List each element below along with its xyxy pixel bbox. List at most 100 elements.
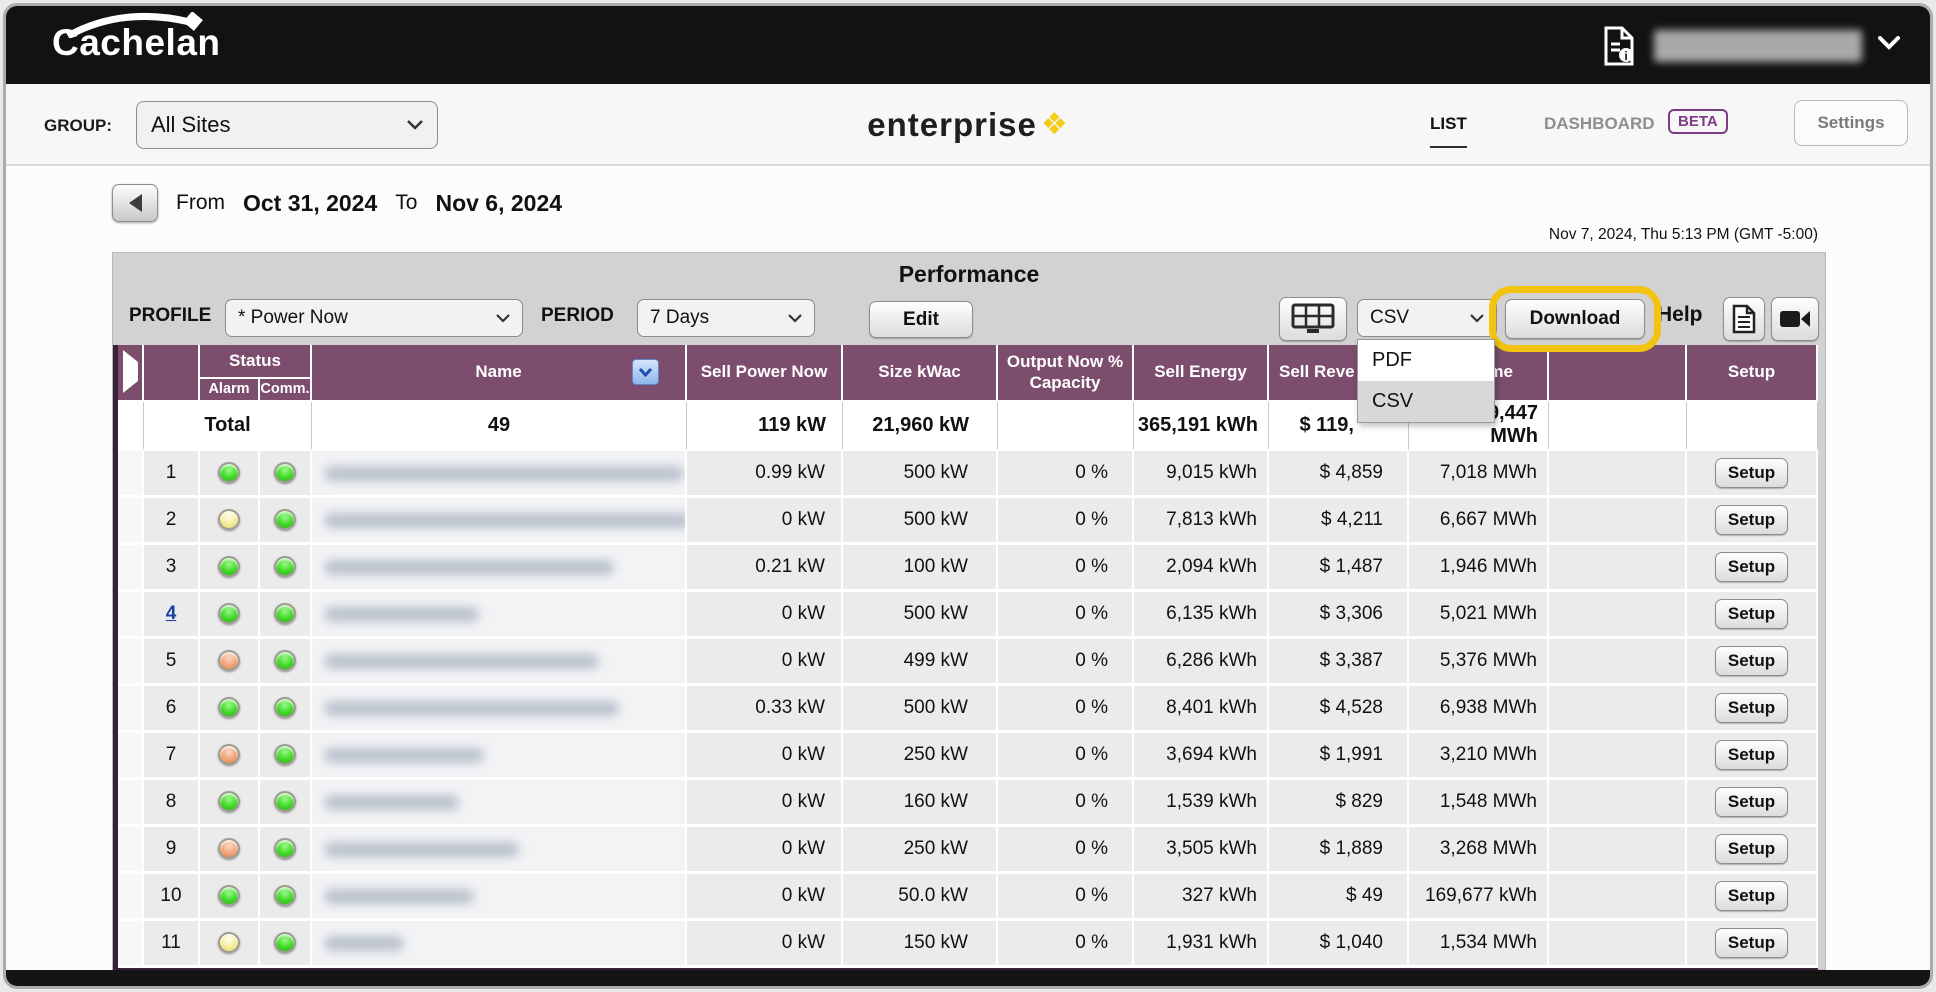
alarm-status-led [200, 545, 260, 592]
export-option-csv[interactable]: CSV [1358, 381, 1494, 422]
setup-button[interactable]: Setup [1714, 928, 1789, 958]
setup-button[interactable]: Setup [1714, 646, 1789, 676]
lifetime: 169,677 kWh [1409, 874, 1549, 921]
sell-energy: 1,931 kWh [1134, 921, 1269, 968]
alarm-status-led [200, 733, 260, 780]
expand-column-header[interactable] [118, 345, 144, 402]
sell-power-now: 0 kW [687, 639, 843, 686]
comm-led-green [274, 932, 296, 954]
total-sell-power: 119 kW [687, 402, 843, 451]
setup-cell: Setup [1687, 498, 1818, 545]
output-now-capacity: 0 % [998, 498, 1134, 545]
site-link[interactable]: 4 [165, 603, 177, 624]
lifetime: 5,376 MWh [1409, 639, 1549, 686]
lifetime: 1,548 MWh [1409, 780, 1549, 827]
total-energy: 365,191 kWh [1134, 402, 1269, 451]
row-number: 8 [144, 780, 200, 827]
setup-button[interactable]: Setup [1714, 599, 1789, 629]
alarm-led-green [218, 556, 240, 578]
sell-energy: 2,094 kWh [1134, 545, 1269, 592]
lifetime: 1,946 MWh [1409, 545, 1549, 592]
redacted-name-blur [324, 888, 474, 904]
tab-dashboard[interactable]: DASHBOARD [1544, 114, 1655, 133]
page-content: From Oct 31, 2024 To Nov 6, 2024 Nov 7, … [6, 166, 1930, 986]
lifetime: 5,021 MWh [1409, 592, 1549, 639]
total-label: Total [144, 402, 312, 451]
period-select[interactable]: 7 Days [637, 299, 815, 337]
help-document-icon-button[interactable] [1723, 297, 1765, 341]
performance-panel: Performance PROFILE * Power Now PERIOD 7… [112, 252, 1826, 971]
comm-led-green [274, 509, 296, 531]
sell-energy: 8,401 kWh [1134, 686, 1269, 733]
sell-revenue: $ 49 [1269, 874, 1409, 921]
profile-select[interactable]: * Power Now [225, 299, 523, 337]
previous-period-button[interactable] [112, 184, 158, 222]
setup-button[interactable]: Setup [1714, 505, 1789, 535]
redacted-name-blur [324, 606, 479, 622]
blank-cell [1549, 545, 1687, 592]
profile-label: PROFILE [129, 305, 212, 326]
output-column-header: Output Now % Capacity [998, 345, 1134, 402]
sell-power-now: 0 kW [687, 592, 843, 639]
export-option-pdf[interactable]: PDF [1372, 349, 1412, 371]
setup-cell: Setup [1687, 827, 1818, 874]
panel-title: Performance [898, 261, 1040, 287]
alarm-led-green [218, 791, 240, 813]
setup-button[interactable]: Setup [1714, 740, 1789, 770]
size-kwac: 150 kW [843, 921, 998, 968]
sell-energy: 1,539 kWh [1134, 780, 1269, 827]
site-name-redacted [312, 592, 687, 639]
export-format-select[interactable]: CSV [1357, 299, 1497, 337]
lifetime: 3,210 MWh [1409, 733, 1549, 780]
chevron-down-icon [788, 313, 802, 323]
comm-led-green [274, 885, 296, 907]
settings-button[interactable]: Settings [1794, 100, 1908, 146]
blank-cell [1549, 686, 1687, 733]
sell-revenue: $ 1,991 [1269, 733, 1409, 780]
browser-frame: Cachelan i GROUP: All Sites enterprise ❖ [3, 3, 1933, 989]
performance-table: Status Name Sell Power Now Size kWac Out… [113, 345, 1818, 971]
setup-button[interactable]: Setup [1714, 881, 1789, 911]
to-date[interactable]: Nov 6, 2024 [435, 189, 563, 216]
output-now-capacity: 0 % [998, 686, 1134, 733]
setup-button[interactable]: Setup [1714, 552, 1789, 582]
account-chevron-down-icon[interactable] [1878, 36, 1900, 50]
sort-chevron-down-icon [639, 367, 652, 377]
from-date[interactable]: Oct 31, 2024 [243, 189, 378, 216]
name-sort-button[interactable] [632, 359, 659, 385]
size-kwac: 250 kW [843, 827, 998, 874]
row-number: 11 [144, 921, 200, 968]
setup-button[interactable]: Setup [1714, 787, 1789, 817]
export-format-value: CSV [1370, 307, 1410, 328]
sell-energy: 9,015 kWh [1134, 451, 1269, 498]
site-row: 7 0 kW 250 kW 0 % 3,694 kWh $ 1,991 3,210 MWh S… [118, 733, 1818, 780]
download-button[interactable]: Download [1505, 299, 1645, 339]
site-name-redacted [312, 780, 687, 827]
total-output [998, 402, 1134, 451]
lifetime: 6,938 MWh [1409, 686, 1549, 733]
group-select[interactable]: All Sites [136, 101, 438, 149]
comm-status-led [260, 780, 312, 827]
site-row: 4 0 kW 500 kW 0 % 6,135 kWh $ 3,306 5,021 MWh S… [118, 592, 1818, 639]
setup-button[interactable]: Setup [1714, 834, 1789, 864]
table-view-icon-button[interactable] [1279, 297, 1347, 341]
row-number: 10 [144, 874, 200, 921]
site-name-redacted [312, 686, 687, 733]
expand-cell [118, 827, 144, 874]
setup-button[interactable]: Setup [1714, 693, 1789, 723]
video-help-icon-button[interactable] [1771, 297, 1819, 341]
output-now-capacity: 0 % [998, 921, 1134, 968]
tab-list[interactable]: LIST [1430, 114, 1467, 148]
edit-button[interactable]: Edit [869, 301, 973, 338]
comm-led-green [274, 650, 296, 672]
comm-led-green [274, 697, 296, 719]
sell-revenue: $ 4,528 [1269, 686, 1409, 733]
setup-button[interactable]: Setup [1714, 458, 1789, 488]
comm-subheader: Comm. [260, 379, 312, 402]
sell-energy: 6,135 kWh [1134, 592, 1269, 639]
alarm-subheader: Alarm [200, 379, 260, 402]
document-info-icon[interactable]: i [1600, 26, 1638, 66]
site-row: 2 0 kW 500 kW 0 % 7,813 kWh $ 4,211 6,667 MWh S… [118, 498, 1818, 545]
redacted-name-blur [324, 465, 684, 481]
energy-column-header: Sell Energy [1134, 345, 1269, 402]
